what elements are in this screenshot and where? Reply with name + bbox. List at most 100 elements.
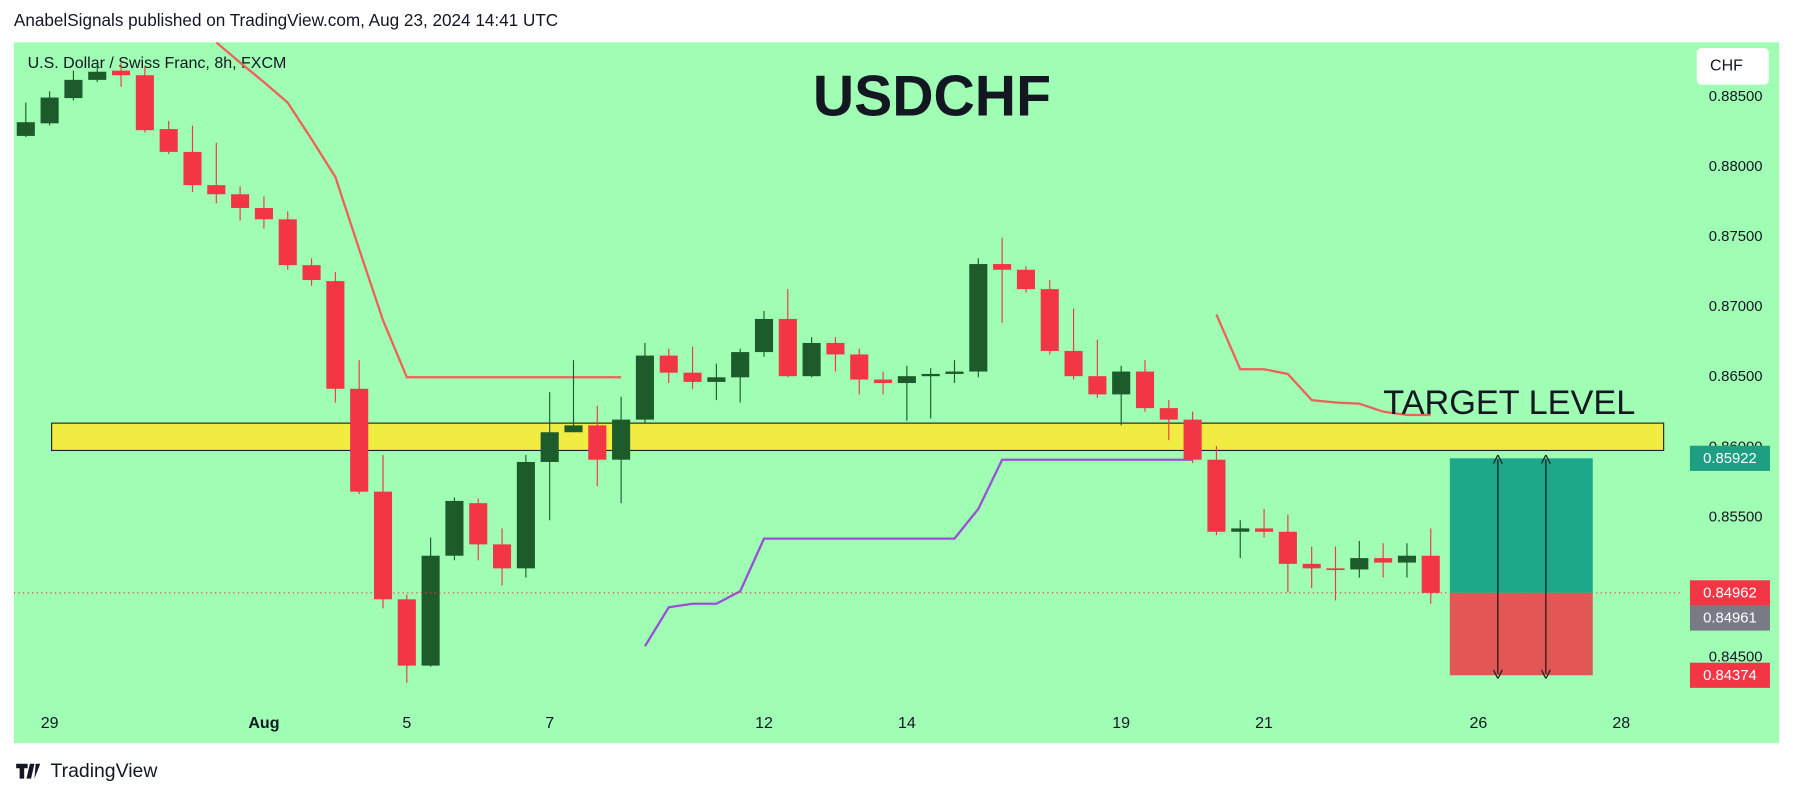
candle-body	[112, 70, 131, 76]
candle-body	[16, 122, 35, 136]
candle-body	[1064, 350, 1083, 377]
candle-body	[1255, 528, 1274, 532]
candle-body	[493, 544, 512, 569]
candle-body	[683, 372, 702, 382]
brand-logo	[16, 763, 41, 779]
candle-body	[40, 97, 59, 124]
price-marker	[1689, 580, 1770, 606]
candle-body	[159, 129, 178, 152]
price-marker	[1689, 605, 1770, 631]
zone-label: TARGET LEVEL	[1383, 384, 1635, 422]
candle-body	[1231, 528, 1250, 532]
candle-body	[802, 342, 821, 377]
candle-body	[1374, 558, 1393, 563]
symbol-description: U.S. Dollar / Swiss Franc, 8h, FXCM	[28, 55, 287, 72]
candle-body	[88, 71, 107, 80]
candle-body	[397, 599, 416, 666]
candle-body	[278, 219, 297, 266]
candle-body	[1040, 289, 1059, 351]
candle-body	[850, 354, 869, 380]
candle-body	[231, 194, 250, 208]
y-tick-label: 0.85500	[1709, 509, 1763, 525]
candle-body	[1278, 531, 1297, 564]
candle-body	[1207, 459, 1226, 532]
candle-body	[993, 264, 1012, 270]
plot-area	[16, 42, 1665, 683]
candle-body	[326, 281, 345, 389]
x-tick-label: 12	[755, 715, 773, 732]
publish-header: AnabelSignals published on TradingView.c…	[14, 10, 558, 30]
candle-body	[588, 425, 607, 460]
candle-body	[1350, 558, 1369, 570]
price-marker	[1689, 445, 1770, 471]
currency-label[interactable]: CHF	[1710, 58, 1743, 75]
position-target	[1449, 458, 1593, 593]
x-tick-label: 14	[898, 715, 916, 732]
candle-body	[635, 355, 654, 420]
candle-body	[945, 371, 964, 374]
price-marker-label: 0.84962	[1703, 585, 1757, 601]
price-marker-label: 0.84374	[1703, 668, 1757, 684]
y-tick-label: 0.88000	[1709, 159, 1763, 175]
candle-body	[469, 503, 488, 545]
candle-body	[778, 318, 797, 377]
candle-body	[135, 75, 154, 131]
candle-body	[659, 355, 678, 373]
x-tick-label: 21	[1255, 715, 1273, 732]
candle-body	[1397, 555, 1416, 563]
candle-body	[64, 79, 83, 99]
candle-body	[1016, 269, 1035, 290]
candle-body	[564, 425, 583, 433]
candle-body	[897, 376, 916, 384]
price-marker-label: 0.85922	[1703, 451, 1757, 467]
indicator-line	[215, 42, 1431, 417]
candle-body	[731, 352, 750, 378]
y-tick-label: 0.87500	[1709, 229, 1763, 245]
candle-body	[254, 207, 273, 220]
candle-body	[1112, 371, 1131, 395]
candle-body	[1135, 371, 1155, 409]
x-tick-label: Aug	[248, 715, 279, 732]
target-zone	[51, 422, 1665, 452]
x-tick-label: 26	[1469, 715, 1487, 732]
candle-body	[754, 318, 774, 353]
candle-body	[445, 500, 464, 556]
candle-body	[183, 151, 202, 186]
price-marker-label: 0.84961	[1703, 611, 1757, 627]
chart-title: USDCHF	[813, 65, 1051, 129]
brand-name: TradingView	[50, 760, 158, 782]
candle-body	[1159, 408, 1178, 420]
candle-body	[826, 342, 845, 355]
indicator-line	[644, 458, 1193, 647]
y-tick-label: 0.86500	[1709, 369, 1763, 385]
x-tick-label: 7	[545, 715, 554, 732]
candle-body	[516, 461, 535, 569]
candle-body	[1326, 568, 1345, 571]
candle-body	[302, 265, 321, 281]
candle-body	[373, 491, 393, 600]
candle-body	[1088, 376, 1107, 395]
candle-body	[1421, 555, 1440, 593]
candle-body	[707, 377, 726, 382]
candle-body	[1302, 563, 1321, 569]
candle-body	[874, 379, 893, 384]
price-marker	[1689, 662, 1770, 688]
x-tick-label: 5	[402, 715, 411, 732]
candle-body	[350, 388, 369, 492]
x-tick-label: 29	[41, 715, 59, 732]
position-stop	[1449, 592, 1593, 676]
candle-body	[1183, 419, 1202, 460]
candle-body	[540, 432, 559, 462]
y-tick-label: 0.84500	[1709, 650, 1763, 666]
x-tick-label: 28	[1612, 715, 1630, 732]
candle-body	[969, 264, 988, 372]
candle-body	[207, 185, 226, 195]
y-tick-label: 0.88500	[1709, 89, 1763, 105]
currency-button[interactable]	[1696, 48, 1769, 85]
candle-body	[921, 373, 940, 377]
candle-body	[612, 419, 631, 460]
candle-body	[421, 555, 440, 666]
y-tick-label: 0.87000	[1709, 299, 1763, 315]
